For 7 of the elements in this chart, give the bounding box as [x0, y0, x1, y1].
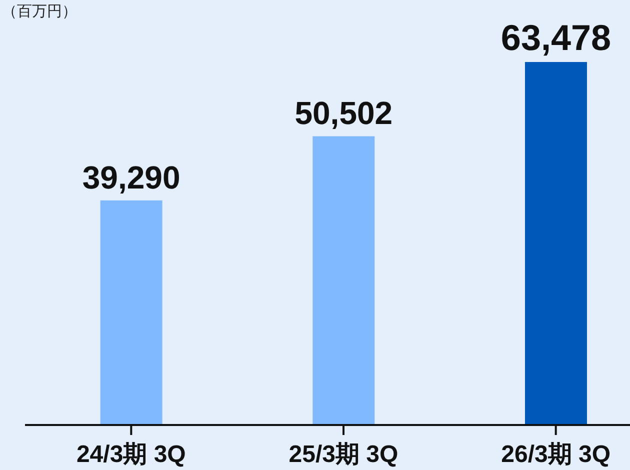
x-tick-label: 24/3期 3Q — [76, 441, 186, 468]
y-axis-title: （百万円） — [2, 2, 77, 21]
x-tick-label: 26/3期 3Q — [501, 441, 611, 468]
x-tick-label: 25/3期 3Q — [288, 441, 398, 468]
data-label: 50,502 — [294, 95, 393, 132]
data-label: 63,478 — [500, 17, 612, 58]
data-label: 39,290 — [82, 159, 180, 196]
